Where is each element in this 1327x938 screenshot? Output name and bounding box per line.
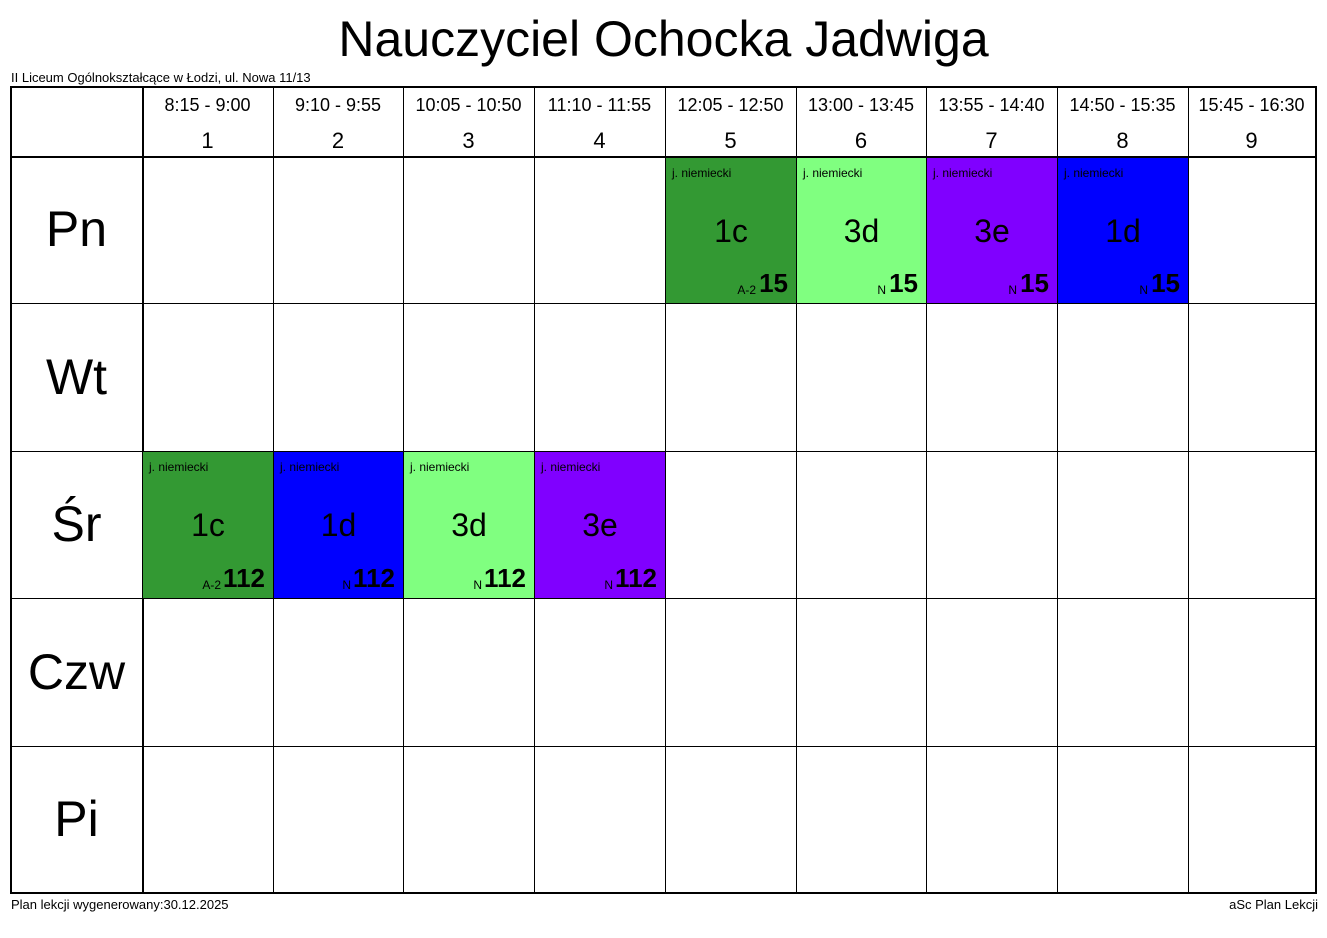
lesson-group: N [604,578,613,592]
lesson-card[interactable]: j. niemiecki 3e N 15 [927,158,1057,303]
period-time: 12:05 - 12:50 [677,95,784,115]
grid-row-line [12,303,1315,304]
lesson-room: 112 [223,563,265,593]
lesson-group: A-2 [202,578,221,592]
lesson-card[interactable]: j. niemiecki 3d N 15 [797,158,926,303]
lesson-card[interactable]: j. niemiecki 1d N 112 [274,452,403,598]
lesson-group: N [473,578,482,592]
lesson-class: 3e [974,213,1010,249]
lesson-group: N [1139,283,1148,297]
lesson-subject: j. niemiecki [672,166,732,180]
period-time: 8:15 - 9:00 [164,95,251,115]
lesson-subject: j. niemiecki [541,460,601,474]
page-title: Nauczyciel Ochocka Jadwiga [338,11,989,67]
lesson-room: 15 [889,268,918,298]
lesson-room: 15 [1151,268,1180,298]
day-label: Wt [45,349,108,405]
period-number: 4 [593,128,606,153]
period-number: 6 [854,128,868,153]
day-label: Czw [27,644,126,700]
grid-row-line [12,156,1315,158]
lesson-card[interactable]: j. niemiecki 1c A-2 112 [143,452,273,598]
lesson-group: A-2 [737,283,756,297]
grid-column-line [1188,88,1189,892]
lesson-subject: j. niemiecki [1064,166,1124,180]
generated-date: Plan lekcji wygenerowany:30.12.2025 [11,897,229,912]
lesson-class: 3d [451,507,487,543]
lesson-class: 1d [1105,213,1141,249]
lesson-card[interactable]: j. niemiecki 3d N 112 [404,452,534,598]
lesson-room: 112 [484,563,526,593]
grid-row-line [12,746,1315,747]
period-header: 8:15 - 9:00 1 [142,88,273,156]
lesson-subject: j. niemiecki [410,460,470,474]
period-number: 8 [1116,128,1129,153]
grid-column-line [1057,88,1058,892]
lesson-subject: j. niemiecki [803,166,863,180]
period-header: 15:45 - 16:30 9 [1188,88,1315,156]
grid-row-line [12,598,1315,599]
period-number: 9 [1245,128,1258,153]
day-label: Pi [54,791,99,847]
period-time: 13:55 - 14:40 [938,95,1045,115]
period-number: 3 [462,128,475,153]
period-number: 7 [985,128,998,153]
period-time: 14:50 - 15:35 [1069,95,1176,115]
period-header: 9:10 - 9:55 2 [273,88,403,156]
lesson-class: 3d [843,213,880,249]
period-header: 11:10 - 11:55 4 [534,88,665,156]
period-time: 11:10 - 11:55 [547,95,652,115]
lesson-class: 3e [582,507,618,543]
lesson-room: 15 [1020,268,1049,298]
period-time: 9:10 - 9:55 [294,95,382,115]
period-header: 14:50 - 15:35 8 [1057,88,1188,156]
period-header: 12:05 - 12:50 5 [665,88,796,156]
timetable-grid: 8:15 - 9:00 1 9:10 - 9:55 2 10:05 - 10:50 3 11… [10,86,1317,894]
lesson-card[interactable]: j. niemiecki 1d N 15 [1058,158,1188,303]
period-time: 10:05 - 10:50 [415,95,522,115]
day-label: Pn [45,201,108,257]
period-number: 1 [201,128,214,153]
lesson-subject: j. niemiecki [280,460,340,474]
grid-column-line [403,88,404,892]
grid-column-line [273,88,274,892]
lesson-card[interactable]: j. niemiecki 3e N 112 [535,452,665,598]
lesson-room: 112 [353,563,395,593]
grid-column-line [926,88,927,892]
lesson-class: 1c [191,507,225,543]
lesson-group: N [1008,283,1017,297]
lesson-group: N [342,578,351,592]
grid-column-line [534,88,535,892]
grid-column-line [665,88,666,892]
period-time: 15:45 - 16:30 [1198,95,1305,115]
day-label: Śr [51,496,102,552]
lesson-class: 1c [714,213,748,249]
period-time: 13:00 - 13:45 [807,95,915,115]
period-header: 13:00 - 13:45 6 [796,88,926,156]
period-number: 2 [331,128,345,153]
period-number: 5 [724,128,737,153]
lesson-room: 112 [615,563,657,593]
lesson-card[interactable]: j. niemiecki 1c A-2 15 [666,158,796,303]
lesson-class: 1d [320,507,357,543]
period-header: 10:05 - 10:50 3 [403,88,534,156]
lesson-room: 15 [759,268,788,298]
lesson-subject: j. niemiecki [149,460,209,474]
app-name: aSc Plan Lekcji [1229,897,1318,912]
lesson-subject: j. niemiecki [933,166,993,180]
period-header: 13:55 - 14:40 7 [926,88,1057,156]
school-name: II Liceum Ogólnokształcące w Łodzi, ul. … [11,70,311,85]
grid-row-line [12,451,1315,452]
grid-column-line [796,88,797,892]
lesson-group: N [877,283,886,297]
